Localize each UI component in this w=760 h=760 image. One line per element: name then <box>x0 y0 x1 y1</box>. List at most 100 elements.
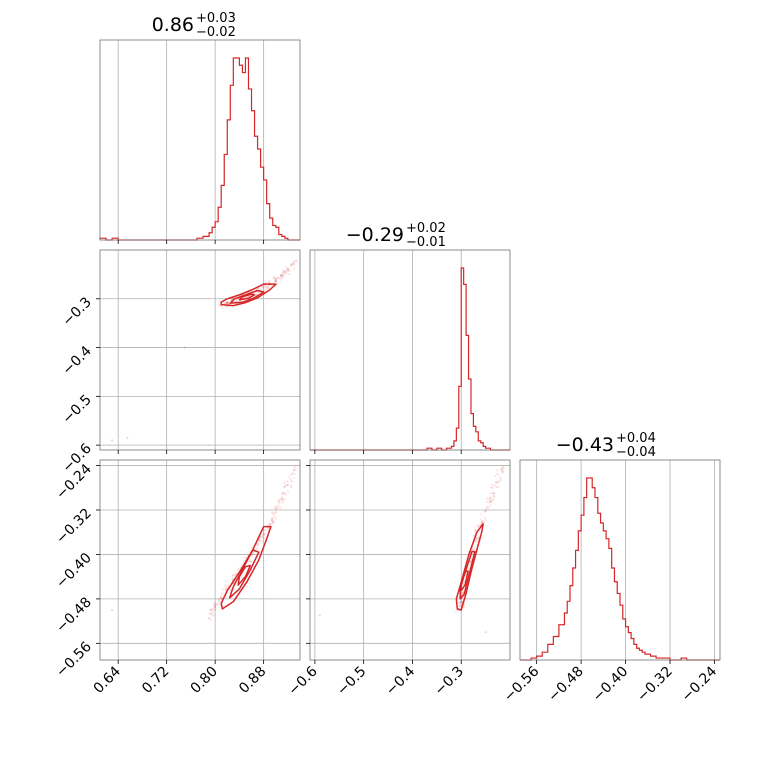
scatter-point <box>289 480 292 483</box>
x-tick-label: −0.6 <box>285 663 320 698</box>
scatter-point <box>259 540 262 543</box>
scatter-point <box>275 506 278 509</box>
scatter-point <box>286 268 289 271</box>
scatter-point <box>235 299 238 302</box>
scatter-point <box>273 515 277 518</box>
x-tick-label: 0.64 <box>91 663 124 696</box>
panel-background <box>100 40 300 240</box>
scatter-point <box>256 546 259 549</box>
panel-background <box>100 250 300 450</box>
scatter-point <box>284 493 287 496</box>
panel-background <box>100 460 300 660</box>
scatter-point <box>240 574 244 578</box>
scatter-point <box>497 473 500 476</box>
scatter-point <box>248 560 251 563</box>
scatter-point <box>285 269 288 273</box>
scatter-point <box>489 496 492 499</box>
scatter-point <box>221 588 224 591</box>
scatter-point <box>225 595 228 598</box>
scatter-point <box>220 594 223 597</box>
scatter-point <box>277 498 280 502</box>
scatter-point <box>274 517 277 520</box>
scatter-point <box>279 275 282 278</box>
scatter-point <box>488 499 491 502</box>
scatter-point <box>458 605 461 608</box>
scatter-point <box>500 468 503 471</box>
scatter-point <box>270 519 273 522</box>
scatter-point <box>274 279 277 282</box>
scatter-point <box>231 573 234 577</box>
scatter-point <box>457 601 461 605</box>
scatter-point <box>454 610 458 613</box>
scatter-point <box>490 500 493 503</box>
scatter-point <box>277 506 280 509</box>
scatter-point <box>281 501 285 504</box>
scatter-point <box>279 498 282 501</box>
scatter-point <box>497 480 500 483</box>
panel-frame <box>519 459 721 661</box>
scatter-point <box>286 480 289 483</box>
scatter-point <box>492 492 495 495</box>
y-tick-label: −0.4 <box>59 343 94 378</box>
density-contour-0 <box>455 523 484 611</box>
scatter-point <box>485 497 489 500</box>
scatter-point <box>262 529 265 532</box>
scatter-point <box>274 280 277 283</box>
panel-background <box>520 460 720 660</box>
scatter-point <box>262 538 265 541</box>
x-tick-label: −0.32 <box>634 664 676 706</box>
scatter-point <box>231 577 234 580</box>
scatter-point <box>263 536 266 539</box>
scatter-point <box>271 516 274 519</box>
scatter-point <box>259 286 263 290</box>
scatter-point <box>209 618 212 621</box>
panel-title-0: 0.86 +0.03−0.02 <box>152 11 236 40</box>
panel-0-0 <box>99 39 301 244</box>
x-tick-label: −0.56 <box>501 663 543 705</box>
scatter-point <box>490 486 493 489</box>
scatter-outlier <box>111 439 114 442</box>
density-contour-1 <box>228 549 260 599</box>
y-tick-label: −0.32 <box>53 506 95 548</box>
scatter-point <box>473 529 477 532</box>
x-tick-label: −0.4 <box>383 663 418 698</box>
scatter-point <box>282 270 285 273</box>
scatter-point <box>501 465 504 468</box>
scatter-point <box>262 286 265 289</box>
scatter-point <box>213 607 216 611</box>
scatter-point <box>501 467 504 470</box>
scatter-point <box>287 267 290 270</box>
panel-background <box>310 460 510 660</box>
scatter-point <box>225 301 228 304</box>
title-lower-error: −0.01 <box>406 235 446 250</box>
scatter-point <box>225 301 228 304</box>
scatter-point <box>221 592 224 595</box>
scatter-point <box>265 286 269 289</box>
scatter-point <box>213 600 217 603</box>
scatter-point <box>274 280 277 283</box>
scatter-point <box>482 521 485 524</box>
y-tick-label: −0.5 <box>59 392 94 427</box>
scatter-point <box>501 471 504 474</box>
panel-1-1 <box>309 249 511 454</box>
scatter-outlier <box>484 631 487 634</box>
scatter-point <box>490 500 493 503</box>
panel-frame <box>99 459 301 661</box>
scatter-point <box>277 500 280 504</box>
scatter-point <box>494 474 497 478</box>
scatter-point <box>467 567 470 570</box>
scatter-point <box>227 302 230 305</box>
scatter-point <box>473 546 476 549</box>
scatter-point <box>227 302 230 305</box>
scatter-point <box>500 468 503 471</box>
panel-title-1: −0.29 +0.02−0.01 <box>346 221 446 250</box>
scatter-point <box>495 485 498 489</box>
scatter-point <box>483 510 486 514</box>
scatter-point <box>284 484 287 487</box>
scatter-point <box>211 610 214 613</box>
scatter-point <box>479 518 482 521</box>
scatter-point <box>295 259 298 262</box>
title-value: −0.43 <box>556 434 614 456</box>
scatter-point <box>267 284 270 288</box>
scatter-point <box>270 511 273 514</box>
